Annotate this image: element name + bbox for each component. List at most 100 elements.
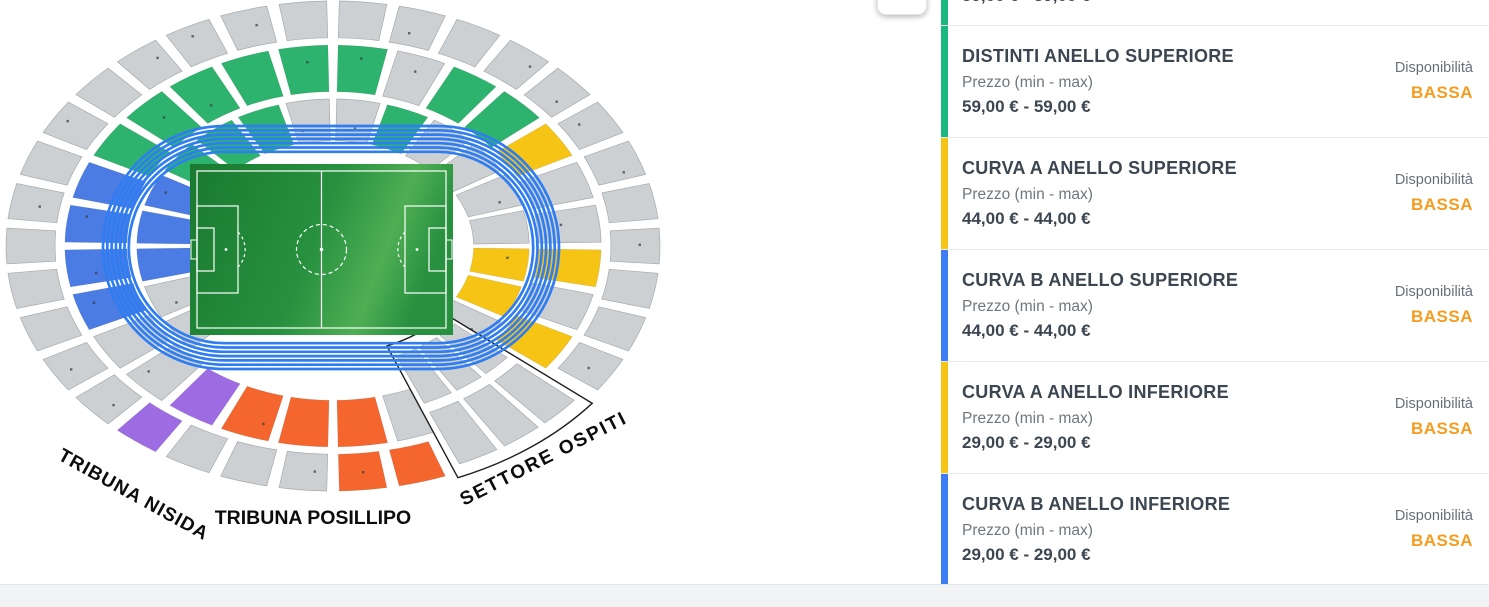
seat-block[interactable] <box>278 0 329 41</box>
block-number-mark <box>528 65 532 68</box>
seat-block[interactable] <box>425 66 497 124</box>
price-range-label: Prezzo (min - max) <box>962 186 1093 203</box>
seat-block[interactable] <box>75 67 143 118</box>
seat-block[interactable] <box>220 50 284 107</box>
block-number-mark <box>408 32 411 35</box>
seat-block[interactable] <box>165 18 229 68</box>
block-number-mark <box>38 205 41 208</box>
seat-block[interactable] <box>5 227 57 265</box>
seat-block[interactable] <box>337 0 388 41</box>
athletics-track-lane <box>118 141 544 354</box>
seat-block[interactable] <box>220 5 278 51</box>
block-number-mark <box>498 201 501 204</box>
pitch-marking <box>319 247 324 252</box>
seat-block[interactable] <box>437 18 501 68</box>
seat-block[interactable] <box>278 451 329 492</box>
seat-block[interactable] <box>469 247 530 282</box>
seat-block[interactable] <box>523 67 591 118</box>
seat-block[interactable] <box>277 44 330 96</box>
block-number-mark <box>70 368 73 371</box>
sector-color-bar <box>941 250 948 361</box>
seat-block[interactable] <box>609 227 661 265</box>
seat-block[interactable] <box>483 39 550 90</box>
block-number-mark <box>587 366 590 370</box>
seat-block[interactable] <box>42 341 109 391</box>
seat-block[interactable] <box>136 247 197 282</box>
block-number-mark <box>306 61 309 64</box>
seat-block[interactable] <box>388 441 446 487</box>
block-number-mark <box>414 70 417 73</box>
seat-block[interactable] <box>336 396 389 448</box>
seat-block[interactable] <box>428 400 498 465</box>
seat-block[interactable] <box>277 396 330 448</box>
seat-block[interactable] <box>220 441 278 487</box>
seat-block[interactable] <box>7 268 65 309</box>
seat-block[interactable] <box>165 424 229 474</box>
block-number-mark <box>555 100 558 103</box>
seat-block[interactable] <box>285 98 331 145</box>
block-number-mark <box>622 171 625 174</box>
seat-block[interactable] <box>494 363 575 424</box>
seat-block[interactable] <box>116 402 183 453</box>
block-number-mark <box>85 215 89 218</box>
seat-block[interactable] <box>220 385 284 442</box>
seat-block[interactable] <box>455 274 522 318</box>
availability-badge: BASSA <box>1410 419 1473 438</box>
block-number-mark <box>94 271 98 275</box>
map-control-button[interactable] <box>877 0 927 15</box>
seat-block[interactable] <box>42 101 109 151</box>
block-number-mark <box>162 116 166 119</box>
sector-title: DISTINTI ANELLO SUPERIORE <box>962 46 1234 66</box>
block-number-mark <box>112 403 115 407</box>
availability-label: Disponibilità <box>1394 172 1473 188</box>
seat-block[interactable] <box>136 210 197 245</box>
pitch-marking <box>237 231 246 268</box>
block-number-mark <box>66 119 69 123</box>
sector-row-curva-a-inferiore[interactable]: CURVA A ANELLO INFERIORE Prezzo (min - m… <box>941 362 1489 474</box>
footer-strip <box>0 584 1489 607</box>
block-number-mark <box>255 23 258 27</box>
block-number-mark <box>506 256 509 259</box>
sector-title: CURVA A ANELLO SUPERIORE <box>962 158 1237 178</box>
seat-block[interactable] <box>557 341 624 391</box>
sector-row-curva-b-inferiore[interactable]: CURVA B ANELLO INFERIORE Prezzo (min - m… <box>941 474 1489 586</box>
price-range-label: Prezzo (min - max) <box>962 74 1093 91</box>
price-range-label: Prezzo (min - max) <box>962 298 1093 315</box>
pitch-marking <box>445 239 453 260</box>
athletics-track-lane <box>127 150 535 345</box>
seat-block[interactable] <box>75 374 143 425</box>
seat-block[interactable] <box>19 140 83 186</box>
sector-color-bar <box>941 362 948 473</box>
seat-block[interactable] <box>382 50 446 107</box>
seat-block[interactable] <box>583 140 647 186</box>
availability-label: Disponibilità <box>1394 284 1473 300</box>
sector-price: 44,00 € - 44,00 € <box>962 209 1091 228</box>
pitch-marking <box>224 248 228 251</box>
seat-block[interactable] <box>557 101 624 151</box>
seat-block[interactable] <box>169 66 241 124</box>
seat-block[interactable] <box>583 306 647 352</box>
availability-label: Disponibilità <box>1394 396 1473 412</box>
sector-price: 29,00 € - 29,00 € <box>962 545 1091 564</box>
seat-block[interactable] <box>7 183 65 224</box>
seat-block[interactable] <box>19 306 83 352</box>
sector-row-curva-b-superiore[interactable]: CURVA B ANELLO SUPERIORE Prezzo (min - m… <box>941 250 1489 362</box>
seat-block[interactable] <box>463 383 539 447</box>
seat-block[interactable] <box>469 210 530 245</box>
seat-block[interactable] <box>388 5 446 51</box>
price-range-label: Prezzo (min - max) <box>962 410 1093 427</box>
stadium-map-area: TRIBUNA NISIDA TRIBUNA POSILLIPO SETTORE O… <box>0 0 900 585</box>
sector-price: 59,00 € - 59,00 € <box>962 97 1091 116</box>
seat-block[interactable] <box>495 123 573 177</box>
seat-block[interactable] <box>116 39 183 90</box>
seat-block[interactable] <box>601 183 659 224</box>
sector-row-curva-a-superiore[interactable]: CURVA A ANELLO SUPERIORE Prezzo (min - m… <box>941 138 1489 250</box>
sector-row-distinti-superiore[interactable]: DISTINTI ANELLO SUPERIORE Prezzo (min - … <box>941 26 1489 138</box>
sector-row-partial[interactable]: 59,00 € - 59,00 € <box>941 0 1489 26</box>
seat-block[interactable] <box>335 98 381 145</box>
seat-block[interactable] <box>601 268 659 309</box>
block-number-mark <box>156 56 159 60</box>
block-number-mark <box>559 223 563 227</box>
seat-block[interactable] <box>336 44 389 96</box>
